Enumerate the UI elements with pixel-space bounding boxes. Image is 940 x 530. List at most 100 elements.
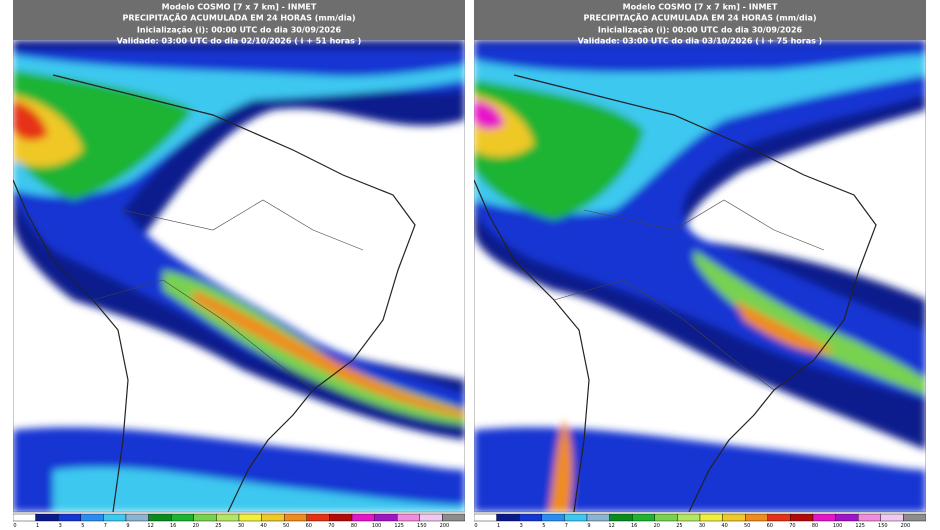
colorbar-label: 200	[901, 523, 911, 529]
colorbar-swatch	[261, 513, 285, 522]
colorbar-swatch	[745, 513, 769, 522]
colorbar-label: 125	[855, 523, 865, 529]
header: Modelo COSMO [7 x 7 km] - INMET PRECIPIT…	[578, 3, 823, 46]
colorbar: 0 1 3 5 7 9 12 16 20 25 30 40 50 60 70 80 100 125 150 200	[474, 513, 926, 529]
colorbar-swatch	[419, 513, 443, 522]
colorbar-label: 80	[812, 523, 818, 529]
colorbar-label: 100	[372, 523, 382, 529]
precip-field	[13, 40, 465, 512]
init-time: Inicialização (i): 00:00 UTC do dia 30/0…	[137, 26, 342, 35]
colorbar-label: 3	[520, 523, 523, 529]
colorbar-label: 60	[306, 523, 312, 529]
borders	[553, 199, 825, 391]
colorbar-swatch	[767, 513, 791, 522]
colorbar-swatch	[35, 513, 59, 522]
colorbar-swatch	[835, 513, 859, 522]
precip-field	[474, 40, 926, 512]
colorbar-label: 9	[126, 523, 129, 529]
colorbar-swatch	[80, 513, 104, 522]
colorbar-label: 30	[699, 523, 705, 529]
model-name: Modelo COSMO [7 x 7 km] - INMET	[162, 3, 317, 12]
colorbar-swatch	[103, 513, 127, 522]
colorbar-swatch	[216, 513, 240, 522]
colorbar-label: 50	[283, 523, 289, 529]
init-time: Inicialização (i): 00:00 UTC do dia 30/0…	[598, 26, 803, 35]
colorbar-label: 50	[744, 523, 750, 529]
coastline	[13, 74, 416, 513]
colorbar-label: 1	[36, 523, 39, 529]
colorbar-label: 0	[474, 523, 477, 529]
colorbar-label: 20	[193, 523, 199, 529]
colorbar-swatch	[284, 513, 308, 522]
colorbar-swatch	[903, 513, 926, 522]
map-panel: Modelo COSMO [7 x 7 km] - INMET PRECIPIT…	[13, 0, 465, 529]
valid-time: Validade: 03:00 UTC do dia 03/10/2026 ( …	[578, 37, 823, 46]
colorbar-label: 25	[676, 523, 682, 529]
colorbar-swatch	[374, 513, 398, 522]
colorbar-label: 0	[13, 523, 16, 529]
colorbar-label: 5	[542, 523, 545, 529]
colorbar-swatch	[496, 513, 520, 522]
colorbar-label: 7	[565, 523, 568, 529]
colorbar-swatch	[148, 513, 172, 522]
colorbar-swatch	[13, 513, 36, 522]
colorbar-label: 200	[440, 523, 450, 529]
colorbar-label: 16	[170, 523, 176, 529]
colorbar-swatch	[699, 513, 723, 522]
colorbar-swatch	[397, 513, 421, 522]
header: Modelo COSMO [7 x 7 km] - INMET PRECIPIT…	[117, 3, 362, 46]
header-band	[13, 0, 465, 40]
colorbar-label: 150	[417, 523, 427, 529]
colorbar-swatch	[541, 513, 565, 522]
colorbar-label: 16	[631, 523, 637, 529]
colorbar-label: 20	[654, 523, 660, 529]
map-panel: Modelo COSMO [7 x 7 km] - INMET PRECIPIT…	[474, 0, 926, 529]
colorbar-swatch	[125, 513, 149, 522]
colorbar-swatch	[812, 513, 836, 522]
colorbar-label: 12	[608, 523, 614, 529]
colorbar-swatch	[193, 513, 217, 522]
map-title: PRECIPITAÇÃO ACUMULADA EM 24 HORAS (mm/d…	[122, 13, 355, 23]
valid-time: Validade: 03:00 UTC do dia 02/10/2026 ( …	[117, 37, 362, 46]
colorbar-label: 9	[587, 523, 590, 529]
colorbar-swatch	[238, 513, 262, 522]
colorbar-label: 150	[878, 523, 888, 529]
colorbar: 0 1 3 5 7 9 12 16 20 25 30 40 50 60 70 80 100 125 150 200	[13, 513, 465, 529]
colorbar-label: 1	[497, 523, 500, 529]
colorbar-swatch	[609, 513, 633, 522]
colorbar-swatch	[306, 513, 330, 522]
colorbar-swatch	[564, 513, 588, 522]
coastline	[474, 74, 877, 513]
map-title: PRECIPITAÇÃO ACUMULADA EM 24 HORAS (mm/d…	[583, 13, 816, 23]
colorbar-swatch	[329, 513, 353, 522]
colorbar-label: 40	[260, 523, 266, 529]
colorbar-label: 40	[721, 523, 727, 529]
borders	[92, 199, 364, 391]
colorbar-swatch	[790, 513, 814, 522]
colorbar-swatch	[58, 513, 82, 522]
colorbar-label: 5	[81, 523, 84, 529]
colorbar-swatch	[654, 513, 678, 522]
header-band	[474, 0, 926, 40]
colorbar-label: 100	[833, 523, 843, 529]
colorbar-label: 3	[59, 523, 62, 529]
colorbar-label: 12	[147, 523, 153, 529]
colorbar-label: 80	[351, 523, 357, 529]
colorbar-label: 7	[104, 523, 107, 529]
colorbar-label: 70	[789, 523, 795, 529]
colorbar-swatch	[586, 513, 610, 522]
colorbar-swatch	[170, 513, 194, 522]
colorbar-swatch	[858, 513, 882, 522]
colorbar-label: 125	[394, 523, 404, 529]
colorbar-swatch	[722, 513, 746, 522]
colorbar-swatch	[351, 513, 375, 522]
colorbar-label: 30	[238, 523, 244, 529]
colorbar-swatch	[474, 513, 497, 522]
colorbar-swatch	[519, 513, 543, 522]
colorbar-swatch	[880, 513, 904, 522]
colorbar-swatch	[631, 513, 655, 522]
colorbar-label: 70	[328, 523, 334, 529]
colorbar-swatch	[677, 513, 701, 522]
model-name: Modelo COSMO [7 x 7 km] - INMET	[623, 3, 778, 12]
